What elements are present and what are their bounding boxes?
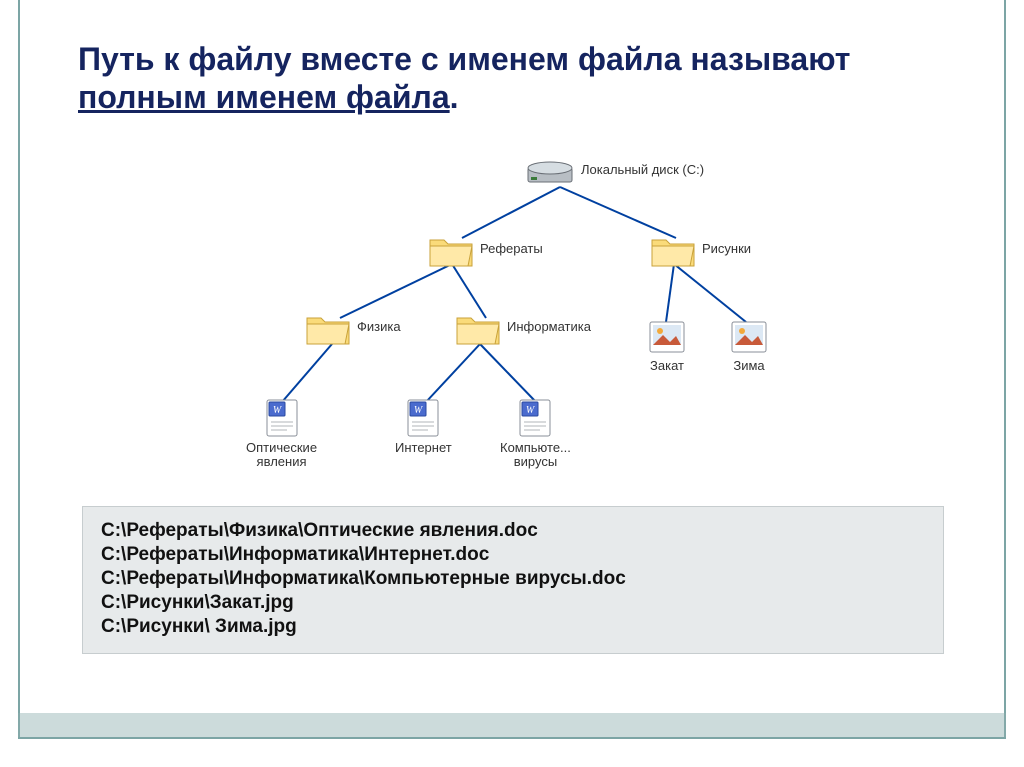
file-path-line: C:\Рефераты\Физика\Оптические явления.do… [101,519,925,543]
tree-node-fiz: Физика [305,308,401,346]
doc-icon [402,396,444,438]
slide-heading: Путь к файлу вместе с именем файла назыв… [78,40,946,117]
bottom-accent-bar [18,713,1006,737]
node-label: Физика [357,320,401,334]
disk-icon [525,156,575,184]
image-icon [646,316,688,356]
node-label: Зима [733,359,764,373]
tree-node-root: Локальный диск (C:) [525,156,704,184]
doc-icon [514,396,556,438]
tree-node-zima: Зима [728,316,770,373]
folder-icon [428,230,474,268]
folder-icon [650,230,696,268]
node-label: Рисунки [702,242,751,256]
file-path-line: C:\Рефераты\Информатика\Интернет.doc [101,543,925,567]
heading-text1: Путь к файлу вместе с именем файла назыв… [78,41,850,77]
filesystem-tree-diagram: Локальный диск (C:) Рефераты Рисунки Физика… [230,152,810,482]
folder-icon [455,308,501,346]
tree-node-int: Интернет [395,396,452,455]
tree-node-zakat: Закат [646,316,688,373]
heading-underlined: полным именем файла [78,79,450,115]
node-label: Компьюте...вирусы [500,441,571,470]
node-label: Закат [650,359,684,373]
paths-box: C:\Рефераты\Физика\Оптические явления.do… [82,506,944,654]
tree-node-ris: Рисунки [650,230,751,268]
node-label: Оптическиеявления [246,441,317,470]
file-path-line: C:\Рефераты\Информатика\Компьютерные вир… [101,567,925,591]
node-label: Локальный диск (C:) [581,163,704,177]
image-icon [728,316,770,356]
tree-node-opt: Оптическиеявления [246,396,317,470]
tree-node-inf: Информатика [455,308,591,346]
tree-node-ref: Рефераты [428,230,543,268]
tree-node-kvir: Компьюте...вирусы [500,396,571,470]
node-label: Рефераты [480,242,543,256]
file-path-line: C:\Рисунки\Закат.jpg [101,591,925,615]
node-label: Интернет [395,441,452,455]
slide-content: Путь к файлу вместе с именем файла назыв… [20,0,1004,713]
doc-icon [261,396,303,438]
folder-icon [305,308,351,346]
heading-dot: . [450,79,459,115]
file-path-line: C:\Рисунки\ Зима.jpg [101,615,925,639]
node-label: Информатика [507,320,591,334]
